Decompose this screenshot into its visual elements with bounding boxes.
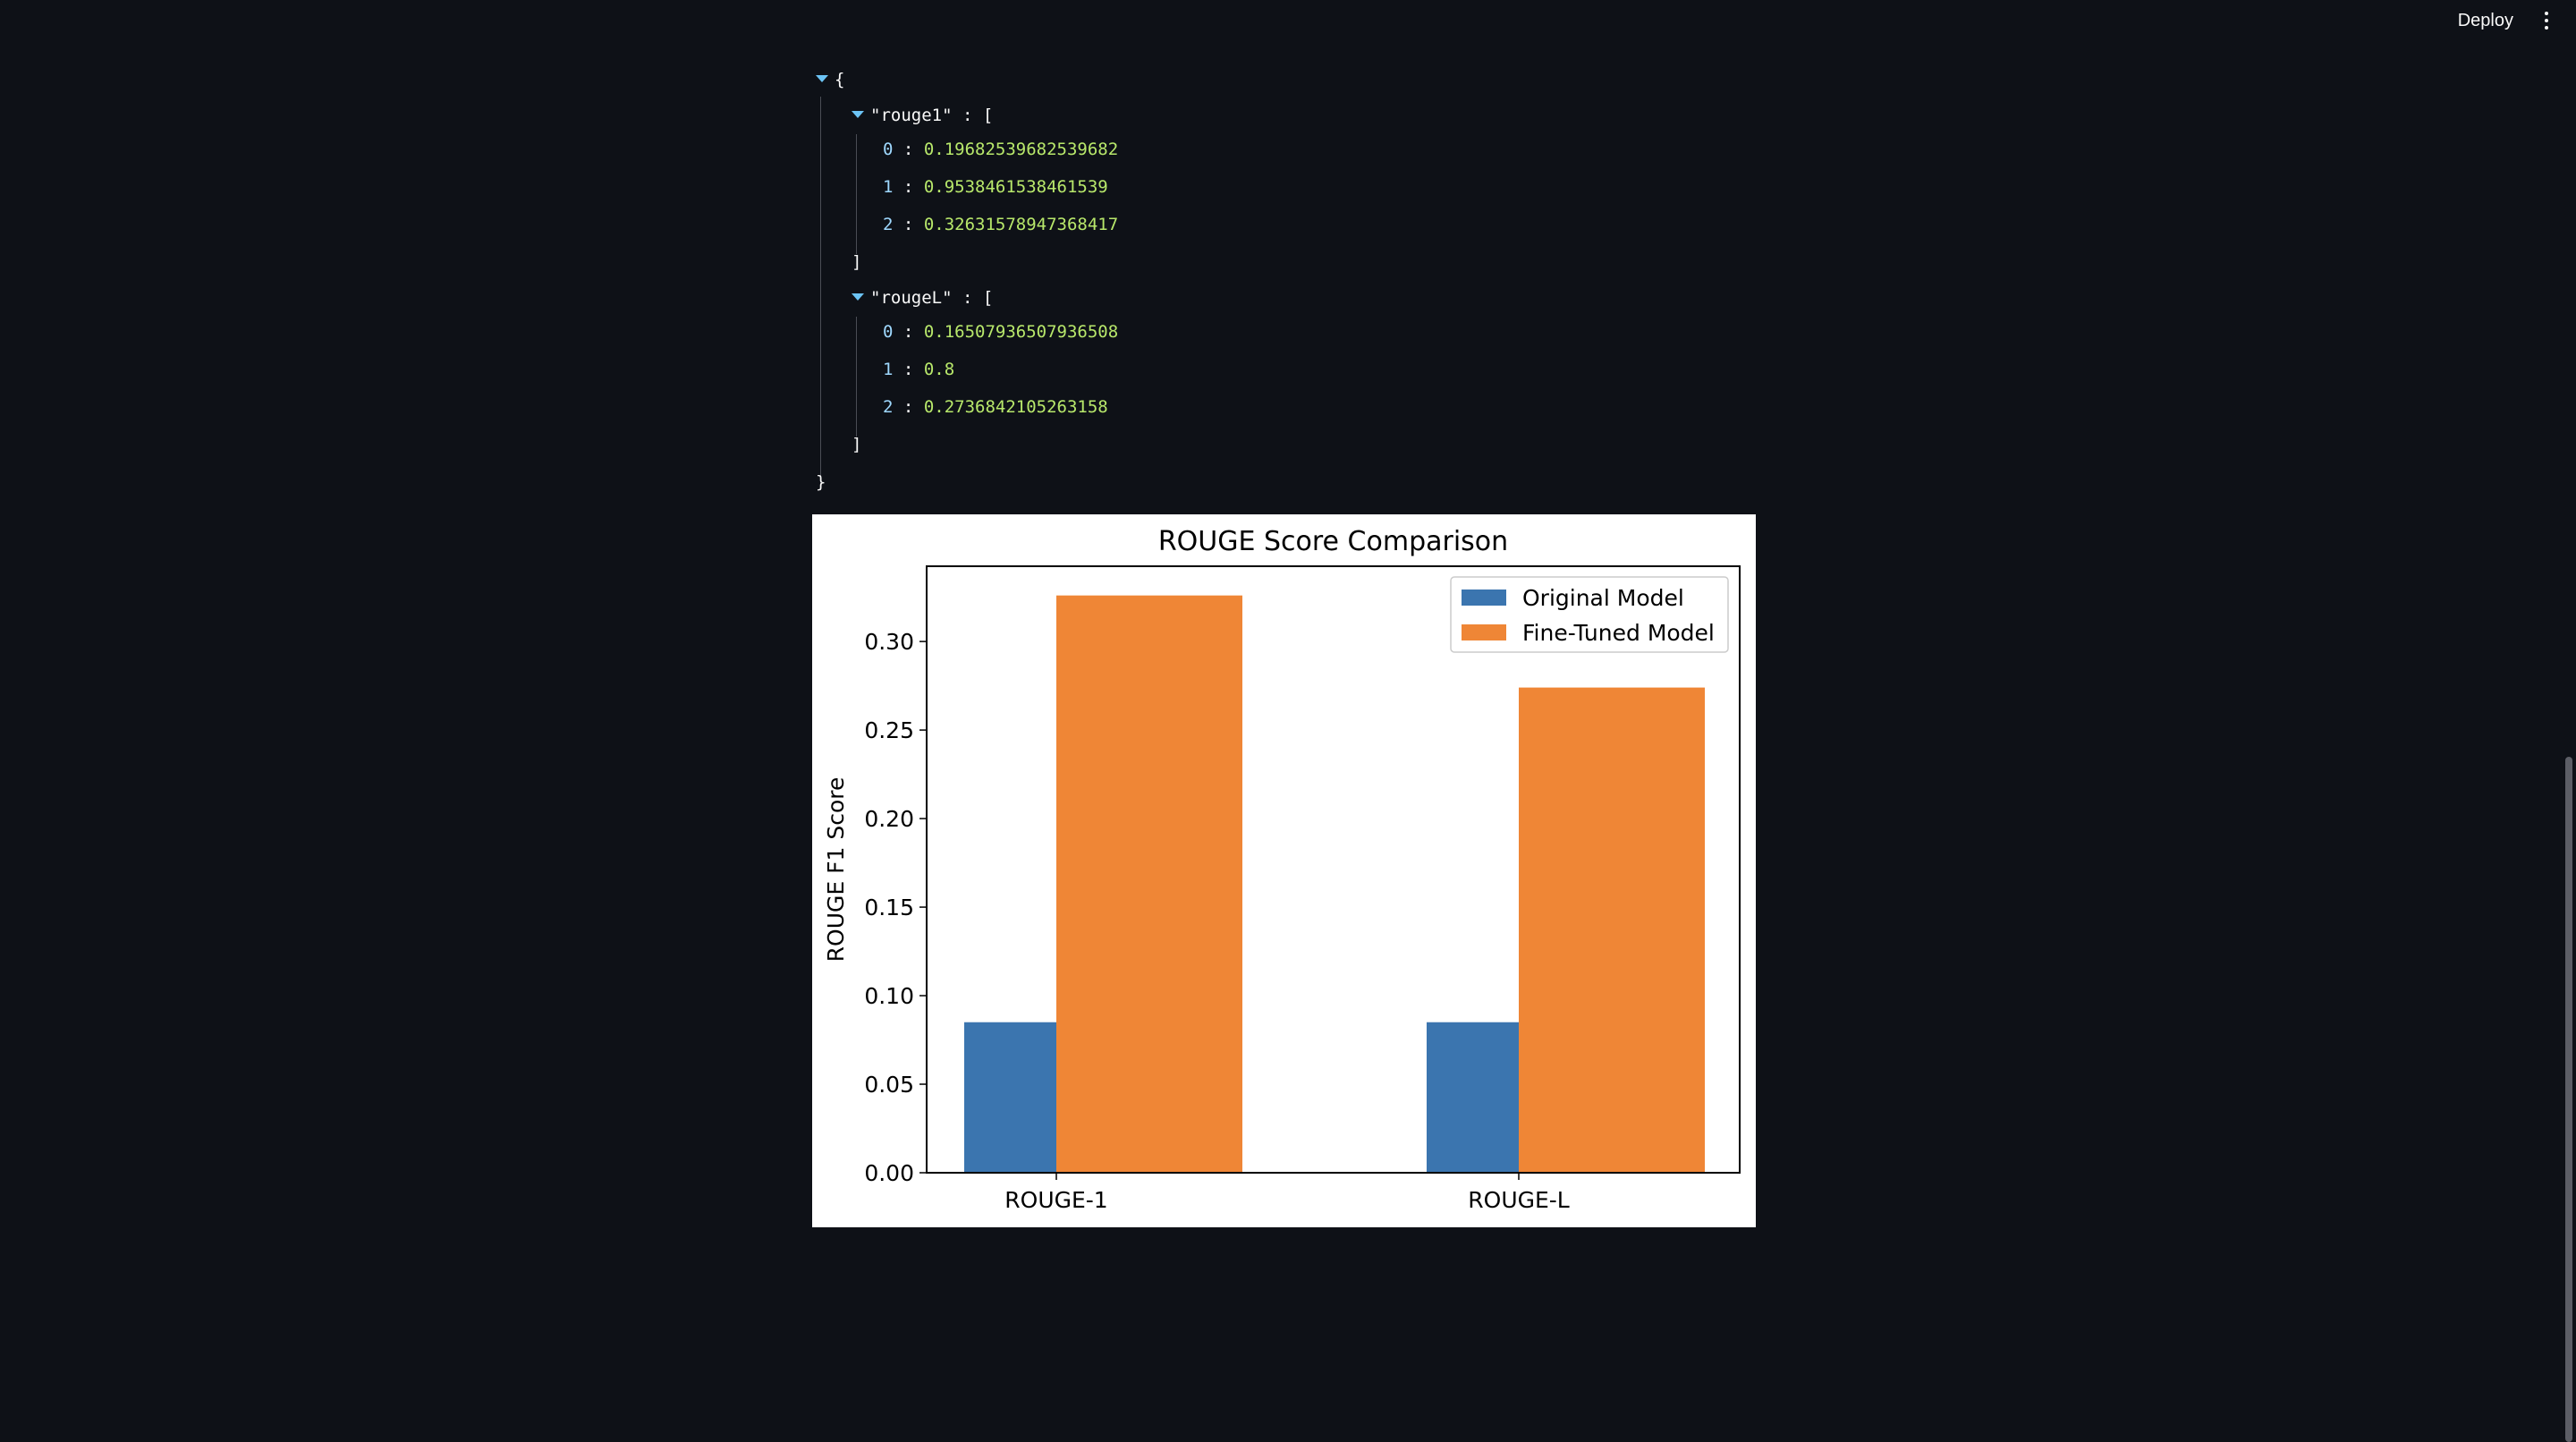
legend-label: Fine-Tuned Model [1522, 620, 1715, 646]
json-index: 0 [883, 322, 894, 342]
bar-original-model-rouge-1 [964, 1022, 1056, 1173]
json-item: 0 : 0.19682539682539682 [883, 134, 1118, 165]
json-colon: : [962, 288, 973, 308]
plot-frame [926, 565, 1741, 1174]
json-guide-rougeL [856, 317, 857, 437]
y-tick-label: 0.10 [864, 983, 914, 1009]
json-value: 0.2736842105263158 [923, 397, 1108, 417]
bar-original-model-rouge-l [1427, 1022, 1519, 1173]
legend-label: Original Model [1522, 585, 1684, 611]
json-item: 0 : 0.16507936507936508 [883, 317, 1118, 347]
json-close-bracket: ] [852, 435, 862, 454]
json-colon: : [902, 215, 914, 234]
x-tick-label: ROUGE-L [1468, 1187, 1570, 1213]
json-close-brace: } [816, 472, 826, 492]
json-colon: : [902, 397, 914, 417]
json-open-bracket: [ [982, 106, 994, 125]
json-colon: : [902, 177, 914, 197]
json-key: "rouge1" [870, 106, 953, 125]
json-value: 0.19682539682539682 [923, 140, 1119, 159]
json-key-row-rouge1: "rouge1" : [ [870, 100, 993, 131]
json-index: 1 [883, 177, 894, 197]
json-colon: : [962, 106, 973, 125]
json-value: 0.9538461538461539 [923, 177, 1108, 197]
chart-svg: ROUGE Score Comparison 0.00 0.05 0.10 0.15 0.… [823, 526, 1741, 1213]
json-value: 0.8 [923, 360, 955, 379]
json-item: 2 : 0.32631578947368417 [883, 209, 1118, 240]
json-close-bracket: ] [852, 252, 862, 272]
json-index: 0 [883, 140, 894, 159]
scrollbar-thumb[interactable] [2565, 757, 2572, 1442]
chart-title: ROUGE Score Comparison [1158, 526, 1508, 557]
legend-swatch [1462, 624, 1506, 640]
y-tick-label: 0.20 [864, 806, 914, 832]
legend-box [1450, 576, 1729, 653]
json-index: 2 [883, 397, 894, 417]
collapse-root-icon[interactable] [816, 75, 828, 82]
json-key-row-rougeL: "rougeL" : [ [870, 283, 993, 313]
rouge-chart: ROUGE Score Comparison 0.00 0.05 0.10 0.15 0.… [812, 514, 1756, 1227]
collapse-rouge1-icon[interactable] [852, 111, 864, 118]
json-key: "rougeL" [870, 288, 953, 308]
json-item: 1 : 0.8 [883, 354, 954, 385]
y-tick-label: 0.15 [864, 895, 914, 920]
main-menu-icon[interactable] [2533, 7, 2560, 34]
json-colon: : [902, 140, 914, 159]
json-index: 2 [883, 215, 894, 234]
json-index: 1 [883, 360, 894, 379]
app-header: Deploy [0, 0, 2576, 39]
json-open-bracket: [ [982, 288, 994, 308]
x-tick-label: ROUGE-1 [1004, 1187, 1107, 1213]
json-value: 0.16507936507936508 [923, 322, 1119, 342]
y-tick-label: 0.25 [864, 717, 914, 743]
legend-swatch [1462, 590, 1506, 606]
json-value: 0.32631578947368417 [923, 215, 1119, 234]
json-item: 2 : 0.2736842105263158 [883, 392, 1108, 422]
json-guide-root [820, 97, 821, 490]
json-colon: : [902, 360, 914, 379]
json-guide-rouge1 [856, 134, 857, 254]
json-open-brace: { [835, 70, 845, 89]
y-tick-label: 0.05 [864, 1072, 914, 1098]
json-colon: : [902, 322, 914, 342]
bar-fine-tuned-model-rouge-1 [1056, 595, 1242, 1173]
y-tick-label: 0.30 [864, 629, 914, 655]
json-item: 1 : 0.9538461538461539 [883, 172, 1108, 202]
bar-fine-tuned-model-rouge-l [1519, 687, 1705, 1173]
y-axis-label: ROUGE F1 Score [823, 777, 849, 963]
collapse-rougeL-icon[interactable] [852, 293, 864, 301]
y-tick-label: 0.00 [864, 1160, 914, 1186]
deploy-button[interactable]: Deploy [2457, 11, 2513, 30]
